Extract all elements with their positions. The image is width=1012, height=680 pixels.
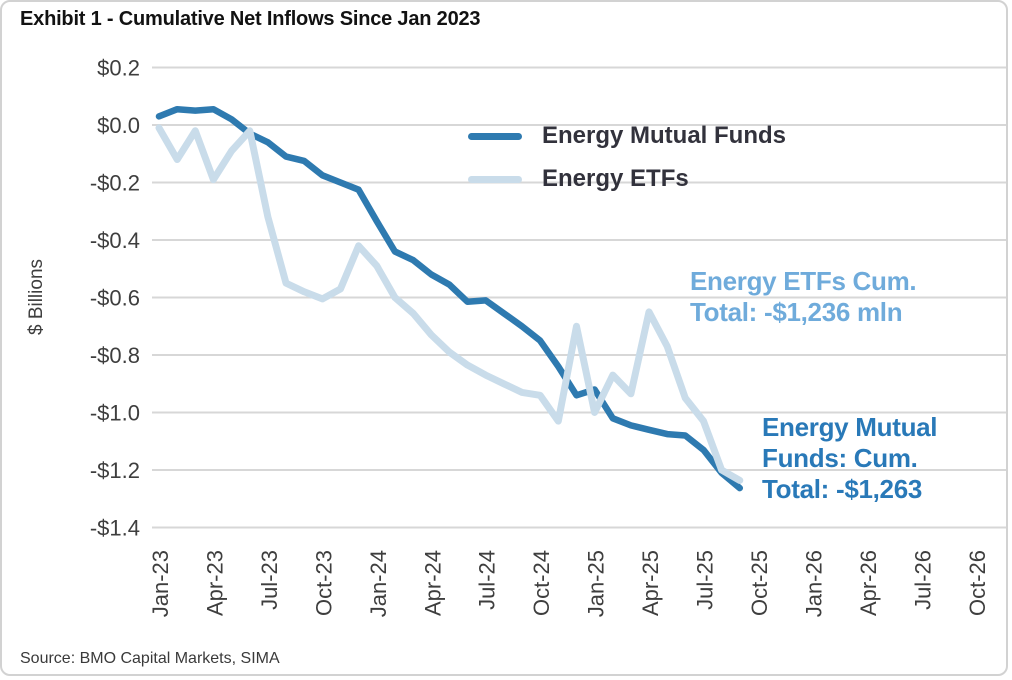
x-tick-label: Jul-24 <box>475 550 500 610</box>
legend-item-etfs: Energy ETFs <box>468 165 689 193</box>
y-tick-label: -$0.6 <box>90 286 140 311</box>
x-tick-label: Jul-26 <box>910 550 935 610</box>
y-tick-label: -$0.4 <box>90 228 140 253</box>
x-tick-label: Apr-23 <box>202 550 227 616</box>
annotation-mutual-funds-cumulative-total: Energy Mutual Funds: Cum. Total: -$1,263 <box>762 412 938 504</box>
x-tick-label: Jan-25 <box>584 550 609 617</box>
etfs-line-swatch <box>468 175 522 183</box>
annotation-etfs-cumulative-total: Energy ETFs Cum. Total: -$1,236 mln <box>690 266 917 327</box>
x-tick-label: Jan-24 <box>366 550 391 617</box>
x-tick-label: Jul-23 <box>257 550 282 610</box>
x-tick-label: Oct-23 <box>311 550 336 616</box>
y-tick-label: -$1.2 <box>90 458 140 483</box>
series-line-etfs <box>155 124 744 484</box>
x-tick-label: Apr-25 <box>638 550 663 616</box>
source-note: Source: BMO Capital Markets, SIMA <box>20 650 280 667</box>
legend-item-mutual-funds: Energy Mutual Funds <box>468 122 786 150</box>
x-tick-label: Jan-23 <box>148 550 173 617</box>
x-tick-label: Oct-24 <box>529 550 554 616</box>
x-tick-label: Apr-26 <box>856 550 881 616</box>
legend-label-mutual-funds: Energy Mutual Funds <box>542 122 787 149</box>
y-tick-label: -$0.8 <box>90 343 140 368</box>
x-tick-label: Apr-24 <box>420 550 445 616</box>
y-tick-label: -$1.4 <box>90 516 140 541</box>
y-tick-label: $0.2 <box>97 56 140 81</box>
x-tick-label: Jul-25 <box>693 550 718 610</box>
chart-title: Exhibit 1 - Cumulative Net Inflows Since… <box>20 8 481 30</box>
y-tick-label: $0.0 <box>97 113 140 138</box>
mutual-funds-line-swatch <box>468 132 522 140</box>
x-tick-label: Oct-26 <box>965 550 990 616</box>
x-tick-label: Oct-25 <box>747 550 772 616</box>
series-line-mutual-funds <box>155 105 744 492</box>
y-tick-label: -$0.2 <box>90 171 140 196</box>
y-axis-title: $ Billions <box>26 259 47 335</box>
y-tick-label: -$1.0 <box>90 401 140 426</box>
legend-label-etfs: Energy ETFs <box>542 165 689 192</box>
x-tick-label: Jan-26 <box>801 550 826 617</box>
